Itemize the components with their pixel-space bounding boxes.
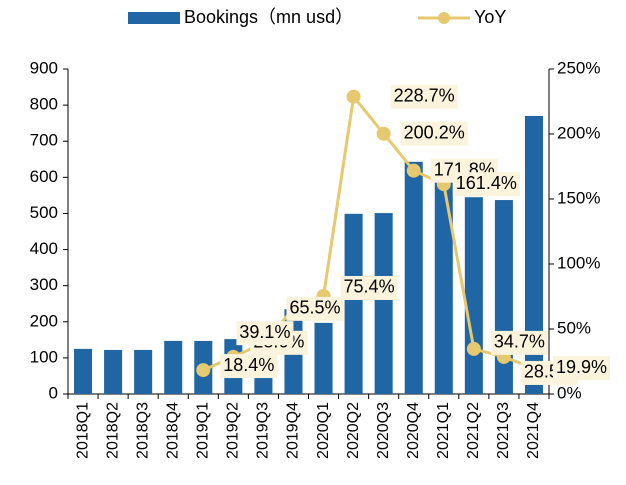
- legend-label: Bookings（mn usd）: [184, 7, 353, 27]
- bar: [134, 349, 153, 394]
- point: [406, 163, 421, 178]
- x-tick-label: 2018Q1: [74, 402, 91, 459]
- data-label: 228.7%: [394, 85, 455, 105]
- y-tick-label: 300: [30, 275, 58, 294]
- legend-swatch: [438, 12, 450, 24]
- x-tick-label: 2019Q1: [195, 402, 212, 459]
- point: [466, 341, 481, 356]
- bar: [74, 348, 93, 394]
- bar: [404, 161, 423, 394]
- label-bg: [452, 172, 520, 197]
- y-tick-label: 200: [30, 311, 58, 330]
- x-tick-label: 2021Q2: [465, 402, 482, 459]
- y-tick-label: 800: [30, 95, 58, 114]
- point: [376, 126, 391, 141]
- bar: [464, 197, 483, 394]
- y-tick-label: 0: [49, 383, 58, 402]
- data-label: 18.4%: [223, 355, 274, 375]
- x-tick-label: 2018Q2: [104, 402, 121, 459]
- data-label: 39.1%: [239, 322, 290, 342]
- y2-tick-label: 150%: [557, 188, 600, 207]
- y2-tick-label: 100%: [557, 253, 600, 272]
- label-bg: [220, 354, 278, 379]
- x-tick-label: 2019Q3: [255, 402, 272, 459]
- label-bg: [286, 296, 344, 321]
- bar: [434, 180, 453, 394]
- y2-tick-label: 50%: [557, 318, 591, 337]
- y-tick-label: 500: [30, 203, 58, 222]
- x-tick-label: 2020Q2: [345, 402, 362, 459]
- bar: [344, 213, 363, 394]
- x-tick-label: 2019Q2: [225, 402, 242, 459]
- x-tick-label: 2020Q1: [315, 402, 332, 459]
- point: [346, 89, 361, 104]
- x-tick-label: 2019Q4: [285, 402, 302, 459]
- bar: [104, 349, 123, 394]
- data-label: 200.2%: [404, 122, 465, 142]
- bar: [314, 322, 333, 394]
- label-bg: [552, 356, 611, 381]
- x-tick-label: 2021Q3: [495, 402, 512, 459]
- data-label: 19.9%: [556, 357, 607, 377]
- bar: [494, 200, 513, 394]
- data-label: 161.4%: [456, 173, 517, 193]
- y2-tick-label: 0%: [557, 383, 582, 402]
- y-tick-label: 700: [30, 131, 58, 150]
- label-bg: [400, 121, 468, 146]
- bar: [164, 340, 183, 394]
- x-tick-label: 2021Q1: [435, 402, 452, 459]
- data-label: 75.4%: [344, 277, 395, 297]
- label-bg: [340, 275, 398, 300]
- bar: [374, 213, 393, 394]
- x-tick-label: 2018Q3: [134, 402, 151, 459]
- label-bg: [390, 84, 458, 109]
- y2-tick-label: 250%: [557, 58, 600, 77]
- x-tick-label: 2020Q4: [405, 402, 422, 459]
- label-bg: [236, 321, 294, 346]
- data-label: 34.7%: [494, 332, 545, 352]
- y-tick-label: 900: [30, 58, 58, 77]
- point: [196, 363, 211, 378]
- y-tick-label: 400: [30, 239, 58, 258]
- label-bg: [490, 330, 548, 355]
- legend-label: YoY: [474, 7, 506, 27]
- y2-tick-label: 200%: [557, 123, 600, 142]
- x-tick-label: 2020Q3: [375, 402, 392, 459]
- y-tick-label: 100: [30, 347, 58, 366]
- x-tick-label: 2018Q4: [164, 402, 181, 459]
- y-tick-label: 600: [30, 167, 58, 186]
- data-label: 65.5%: [289, 298, 340, 318]
- bar: [524, 115, 543, 394]
- legend-swatch: [128, 12, 180, 24]
- x-tick-label: 2021Q4: [525, 402, 542, 459]
